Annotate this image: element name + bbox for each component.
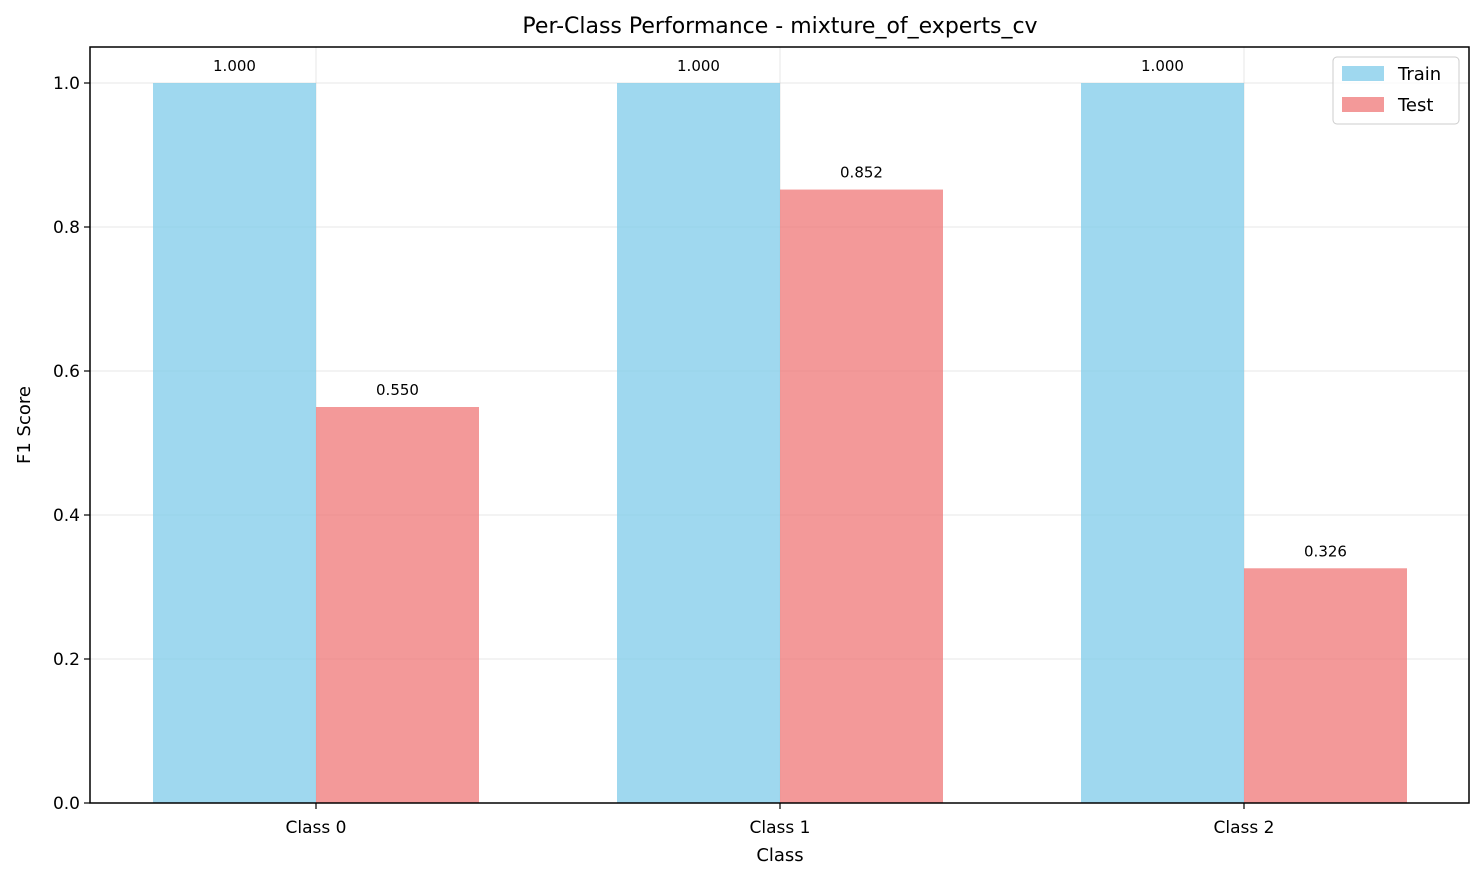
y-axis-label: F1 Score [14,386,35,464]
y-tick-label: 0.2 [53,650,80,670]
data-label-train-0: 1.000 [213,57,256,75]
x-tick-label: Class 0 [286,818,347,838]
legend-label-test: Test [1397,95,1433,116]
bar-test-2 [1244,568,1407,803]
data-label-train-1: 1.000 [677,57,720,75]
chart-title: Per-Class Performance - mixture_of_exper… [522,14,1037,39]
y-tick-label: 0.4 [53,506,80,526]
data-labels: 1.000 1.000 1.000 0.550 0.852 0.326 [213,57,1347,560]
legend-swatch-train [1342,66,1384,81]
y-tick-label: 0.8 [53,218,80,238]
y-axis: 0.0 0.2 0.4 0.6 0.8 1.0 [53,74,90,814]
data-label-test-0: 0.550 [376,381,419,399]
y-tick-label: 1.0 [53,74,80,94]
y-tick-label: 0.0 [53,794,80,814]
bar-train-0 [153,83,316,803]
bar-test-1 [780,189,943,803]
y-tick-label: 0.6 [53,362,80,382]
x-axis: Class 0 Class 1 Class 2 [286,803,1275,838]
legend-swatch-test [1342,97,1384,112]
bar-train-1 [617,83,780,803]
data-label-train-2: 1.000 [1141,57,1184,75]
bars [153,83,1407,803]
legend-label-train: Train [1397,64,1441,85]
bar-test-0 [316,407,479,803]
x-tick-label: Class 1 [750,818,811,838]
data-label-test-2: 0.326 [1304,542,1347,560]
legend: Train Test [1332,56,1460,125]
bar-train-2 [1081,83,1244,803]
x-tick-label: Class 2 [1214,818,1275,838]
data-label-test-1: 0.852 [840,164,883,182]
x-axis-label: Class [756,845,803,866]
